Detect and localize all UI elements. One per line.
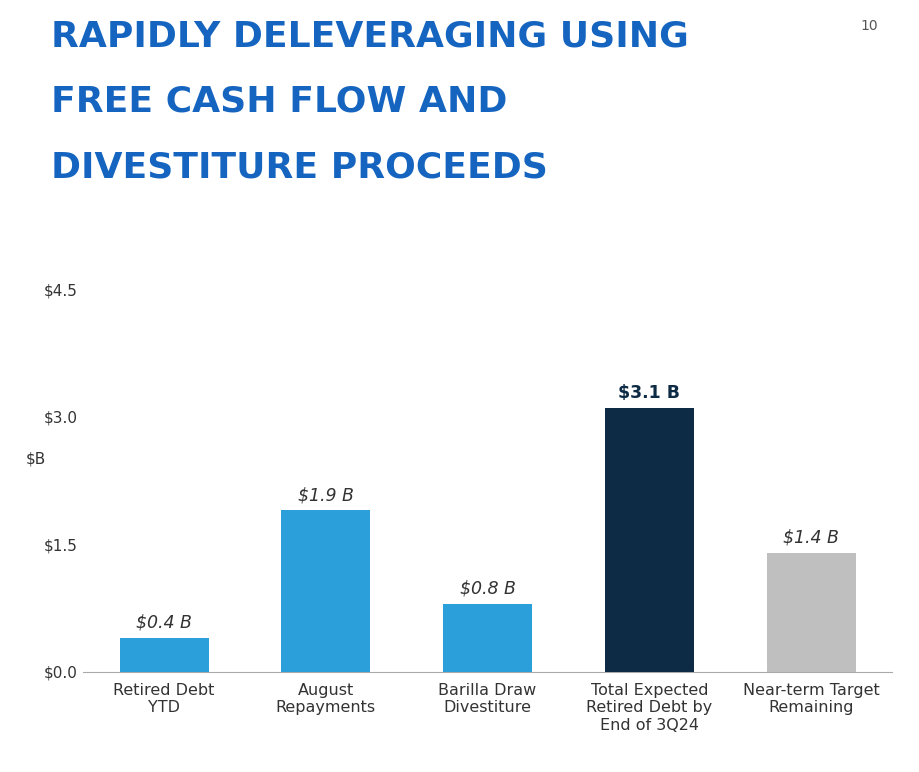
Bar xyxy=(443,604,531,672)
Bar xyxy=(119,638,209,672)
Text: 10: 10 xyxy=(859,19,877,33)
Text: $3.1 B: $3.1 B xyxy=(618,384,680,402)
Text: $0.8 B: $0.8 B xyxy=(460,580,515,598)
Text: $1.9 B: $1.9 B xyxy=(298,486,354,504)
Text: FREE CASH FLOW AND: FREE CASH FLOW AND xyxy=(51,85,506,119)
Bar xyxy=(766,553,855,672)
Text: DIVESTITURE PROCEEDS: DIVESTITURE PROCEEDS xyxy=(51,151,547,185)
Y-axis label: $B: $B xyxy=(26,452,46,467)
Bar xyxy=(604,408,693,672)
Text: $1.4 B: $1.4 B xyxy=(782,529,838,547)
Bar xyxy=(281,510,370,672)
Text: $0.4 B: $0.4 B xyxy=(136,614,192,631)
Text: RAPIDLY DELEVERAGING USING: RAPIDLY DELEVERAGING USING xyxy=(51,19,687,53)
